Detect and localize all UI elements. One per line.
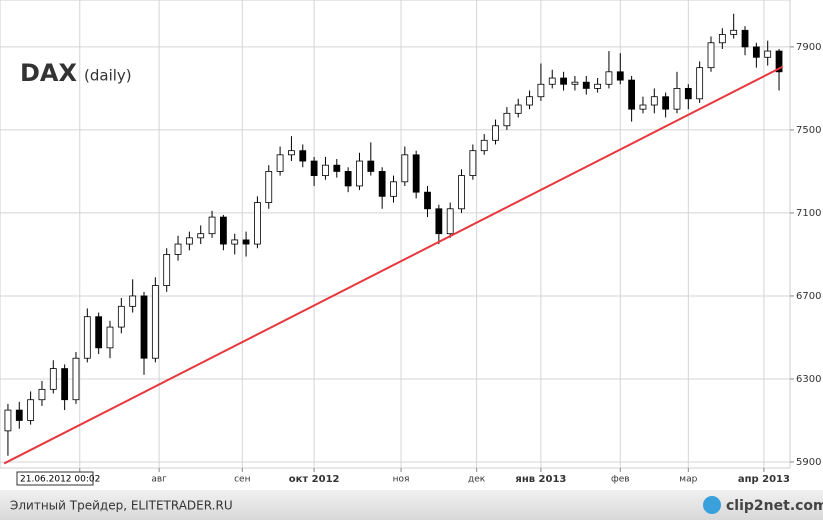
candle-body [72,357,80,401]
x-tick-label: ноя [393,475,410,485]
candle-body [265,171,273,203]
candle-body [424,191,431,210]
candle-body [718,34,726,44]
y-tick-label: 6700 [796,291,821,302]
candle-body [594,83,602,89]
chart-title: DAX [20,59,77,87]
candle-body [38,388,46,401]
candle-body [628,79,636,110]
chart-subtitle: (daily) [84,67,132,85]
x-tick-label: янв 2013 [515,474,566,485]
candle-body [15,409,23,421]
candle-body [707,42,715,69]
footer: Элитный Трейдер, ELITETRADER.RU [10,499,233,513]
plot-area [0,0,791,469]
trend-line [3,65,784,465]
y-tick-label: 7900 [796,42,821,53]
candle-body [288,150,295,156]
logo: clip2net.com [726,498,823,514]
y-tick-label: 6300 [796,374,821,385]
y-tick-label: 5900 [796,457,821,468]
candle-body [367,160,375,172]
candle-body [322,164,329,176]
candle-body [197,233,205,239]
candle-body [730,29,738,35]
candle-body [616,71,624,81]
candle-body [208,216,216,235]
candle-body [242,239,250,245]
candle-body [185,237,193,245]
candle-body [27,399,35,421]
candle-body [151,285,159,359]
candle-body [299,150,307,162]
candle-body [469,150,477,176]
x-tick-label: мар [679,475,697,485]
axes: 59006300670071007500790012авгсенокт 2012… [74,42,821,485]
candle-body [605,71,613,85]
candle-body [650,96,658,106]
candle-body [49,368,57,390]
x-tick-label: фев [611,475,630,485]
candle-body [639,104,647,110]
candle-body [548,77,556,85]
candle-body [684,88,692,100]
candle-body [276,154,284,172]
candle-body [412,154,420,193]
annotation: 21.06.2012 00:02 [20,475,100,485]
candle-body [435,208,443,235]
candle-body [401,154,409,183]
candle-body [117,305,125,328]
candle-body [775,50,783,73]
candle-body [129,295,137,307]
candle-body [390,181,397,197]
candle-body [571,81,579,85]
candle-body [741,29,749,48]
x-tick-label: дек [468,475,486,485]
candle-body [764,50,772,58]
candle-body [752,46,760,58]
grid [0,0,790,468]
candle-body [163,254,171,286]
candle-body [95,316,103,349]
candle-body [106,326,114,349]
candle-body [696,67,704,100]
candle-body [537,83,545,98]
candle-body [582,81,590,89]
candle-body [560,77,567,85]
candle-body [356,160,363,187]
candle-body [446,208,454,235]
annotation-box [16,471,94,486]
candle-body [503,112,511,127]
footer-bar [0,490,823,520]
logo-icon [703,496,721,514]
candle-body [378,171,386,197]
candle-body [526,96,533,106]
y-tick-label: 7500 [796,125,821,136]
candle-body [673,88,681,110]
candle-body [480,139,488,152]
candle-body [344,171,352,187]
candle-body [231,239,239,245]
candle-body [310,160,318,176]
candle-body [333,164,341,172]
candle-body [662,96,670,110]
candle-body [83,316,91,359]
candle-body [492,125,499,141]
candle-body [514,104,522,114]
x-tick-label: авг [151,475,167,485]
candle-body [458,175,465,210]
candle-body [140,295,148,359]
x-tick-label: сен [234,475,250,485]
x-tick-label: апр 2013 [738,474,790,485]
candle-body [219,216,227,245]
candle-body [61,368,69,401]
candle-body [4,409,12,432]
candle-body [254,202,261,245]
y-tick-label: 7100 [796,208,821,219]
marks [3,13,784,465]
candle-body [174,243,182,255]
x-tick-label: окт 2012 [289,474,340,485]
